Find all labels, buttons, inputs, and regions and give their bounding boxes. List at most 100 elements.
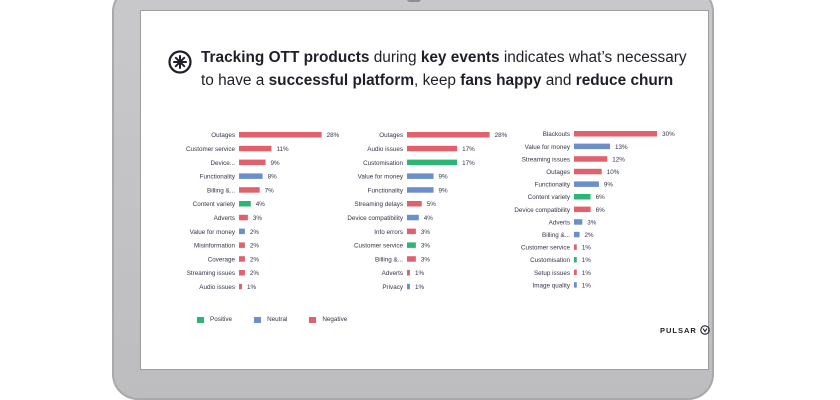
value-label: 1%: [582, 245, 592, 252]
category-label: Device...: [211, 160, 236, 167]
value-label: 4%: [424, 215, 434, 222]
category-label: Outages: [546, 169, 570, 176]
category-label: Image quality: [533, 282, 571, 289]
category-label: Functionality: [368, 187, 404, 194]
sentiment-bar-charts: Outages 28% Customer service 11% Device... 9%…: [186, 131, 675, 291]
camera-notch: [407, 0, 421, 2]
category-label: Billing &...: [207, 187, 235, 194]
category-label: Adverts: [549, 219, 570, 226]
brand-logo: PULSAR: [660, 325, 710, 335]
headline-part-5: successful platform: [268, 71, 415, 89]
chart-legend: Positive Neutral Negative: [197, 316, 347, 323]
value-label: 30%: [662, 131, 675, 138]
category-label: Value for money: [358, 174, 404, 181]
bar: [407, 283, 410, 290]
bar: [407, 145, 458, 152]
bar: [239, 132, 322, 138]
pulsar-logo-icon: [700, 325, 710, 335]
bar: [239, 242, 245, 248]
headline-part-1: Tracking OTT products: [201, 49, 370, 66]
value-label: 5%: [427, 201, 437, 208]
bar: [574, 206, 591, 213]
bar: [239, 173, 263, 179]
starburst-logo-icon: [168, 50, 192, 74]
legend-label-negative: Negative: [322, 316, 348, 323]
value-label: 11%: [276, 146, 289, 153]
value-label: 1%: [415, 270, 425, 277]
category-label: Setup issues: [534, 270, 570, 277]
value-label: 9%: [439, 174, 449, 181]
category-label: Billing &...: [542, 232, 570, 239]
value-label: 9%: [439, 187, 449, 194]
value-label: 9%: [271, 160, 281, 167]
legend-label-neutral: Neutral: [267, 316, 288, 323]
category-label: Customisation: [530, 257, 570, 264]
bar: [239, 283, 242, 290]
value-label: 3%: [421, 256, 431, 263]
category-label: Device compatibility: [514, 207, 570, 214]
value-label: 10%: [607, 169, 620, 176]
bar: [239, 145, 272, 152]
legend-label-positive: Positive: [210, 316, 233, 323]
category-label: Streaming issues: [522, 156, 570, 163]
category-label: Outages: [211, 132, 235, 139]
headline-part-9: reduce churn: [575, 71, 674, 89]
bar: [574, 257, 577, 263]
bar: [407, 256, 416, 262]
category-label: Adverts: [382, 270, 403, 277]
legend-item-neutral: Neutral: [254, 316, 287, 323]
bar: [239, 228, 245, 235]
value-label: 17%: [462, 146, 475, 153]
bar: [239, 270, 245, 276]
category-label: Adverts: [214, 215, 235, 222]
category-label: Customer service: [186, 146, 235, 153]
category-label: Customer service: [521, 245, 570, 252]
category-label: Value for money: [525, 144, 571, 151]
value-label: 4%: [256, 201, 266, 208]
slide-screen: Tracking OTT products during key events …: [140, 10, 710, 370]
bar: [574, 194, 591, 200]
value-label: 3%: [587, 219, 597, 226]
bar-chart-3: Blackouts 30% Value for money 13% Streaming …: [514, 131, 675, 289]
bar: [239, 214, 248, 221]
value-label: 12%: [612, 156, 625, 163]
value-label: 1%: [582, 270, 592, 277]
bar-chart-1: Outages 28% Customer service 11% Device... 9%…: [186, 132, 340, 291]
bar: [574, 131, 658, 137]
bar: [574, 181, 599, 187]
value-label: 7%: [265, 187, 275, 194]
bar: [407, 132, 490, 138]
category-label: Outages: [379, 132, 403, 139]
category-label: Privacy: [382, 284, 403, 291]
value-label: 17%: [462, 160, 475, 167]
category-label: Blackouts: [543, 131, 570, 138]
bar: [574, 156, 608, 162]
category-label: Misinformation: [194, 243, 235, 250]
legend-item-positive: Positive: [197, 316, 232, 323]
bar: [239, 201, 251, 207]
value-label: 6%: [596, 194, 606, 201]
category-label: Info errors: [374, 229, 403, 236]
bar: [407, 270, 410, 276]
legend-item-negative: Negative: [309, 316, 347, 323]
bar: [574, 244, 577, 250]
bar: [574, 219, 583, 225]
value-label: 1%: [582, 282, 592, 289]
value-label: 6%: [596, 207, 606, 214]
value-label: 2%: [250, 243, 260, 250]
value-label: 28%: [327, 132, 340, 139]
bar-chart-2: Outages 28% Audio issues 17% Customisation 17…: [347, 132, 508, 291]
bar: [407, 187, 434, 193]
bar: [574, 143, 611, 150]
bar: [407, 201, 422, 207]
headline-part-4: indicates what’s necessary to have a: [201, 49, 687, 89]
bar: [407, 242, 416, 248]
value-label: 3%: [253, 215, 263, 222]
category-label: Functionality: [200, 174, 236, 181]
category-label: Customisation: [363, 160, 403, 167]
bar: [239, 159, 266, 166]
bar: [407, 228, 416, 235]
brand-name: PULSAR: [660, 325, 697, 335]
category-label: Audio issues: [367, 146, 403, 153]
value-label: 13%: [615, 144, 628, 151]
